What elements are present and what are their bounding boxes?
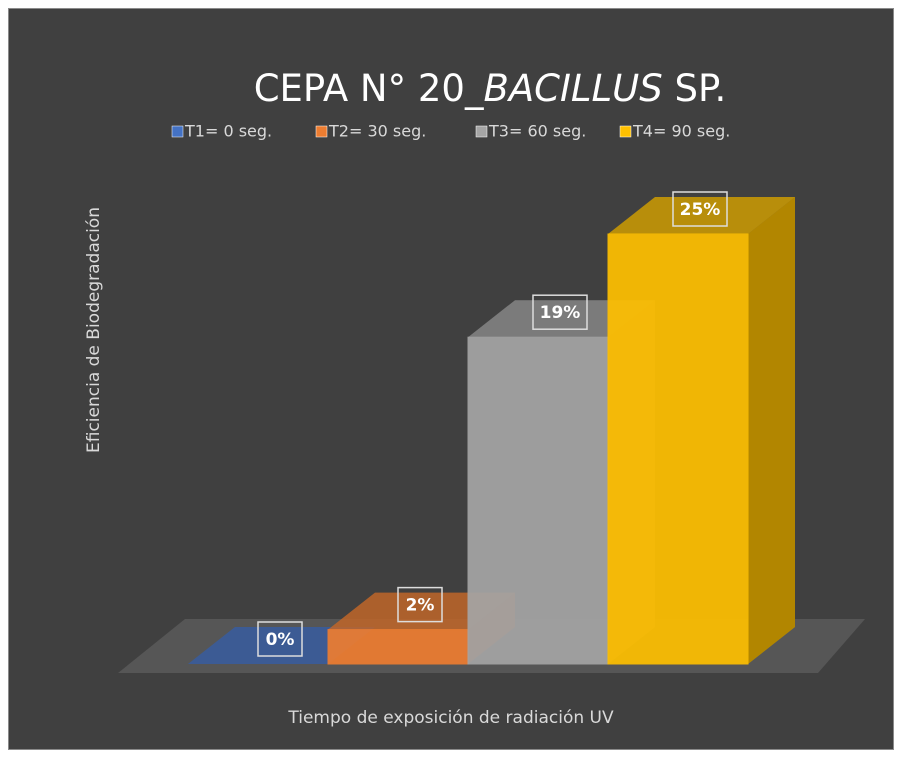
- x-axis-title: Tiempo de exposición de radiación UV: [287, 708, 614, 728]
- legend-swatch: [475, 125, 488, 138]
- bar-front: [327, 629, 469, 665]
- legend-swatch: [619, 125, 632, 138]
- data-label: 25%: [680, 200, 721, 220]
- legend-swatch: [171, 125, 184, 138]
- title-part: CEPA N° 20_: [254, 67, 484, 110]
- legend-label: T4= 90 seg.: [632, 122, 730, 141]
- data-label-box: [672, 191, 728, 227]
- bar: [607, 197, 795, 665]
- bar-top-shade: [608, 197, 795, 234]
- data-label: 2%: [406, 596, 435, 616]
- data-label: 0%: [266, 630, 295, 650]
- data-label: 19%: [540, 303, 581, 323]
- bar-side-shade: [748, 197, 795, 664]
- legend-swatch: [315, 125, 328, 138]
- data-label-box: [532, 294, 588, 330]
- bar-side: [748, 197, 795, 664]
- bar-top: [608, 197, 795, 234]
- data-label-box: [397, 586, 443, 623]
- legend-label: T1= 0 seg.: [184, 122, 272, 141]
- legend-label: T3= 60 seg.: [488, 122, 586, 141]
- legend-label: T2= 30 seg.: [328, 122, 426, 141]
- title-part: SP.: [663, 67, 727, 110]
- bar-front: [607, 233, 749, 665]
- chart-title: CEPA N° 20_BACILLUS SP.: [254, 67, 727, 110]
- data-label-box: [257, 621, 303, 657]
- y-axis-title: Eficiencia de Biodegradación: [84, 207, 104, 453]
- title-part: BACILLUS: [483, 67, 662, 110]
- bar-front: [467, 336, 609, 665]
